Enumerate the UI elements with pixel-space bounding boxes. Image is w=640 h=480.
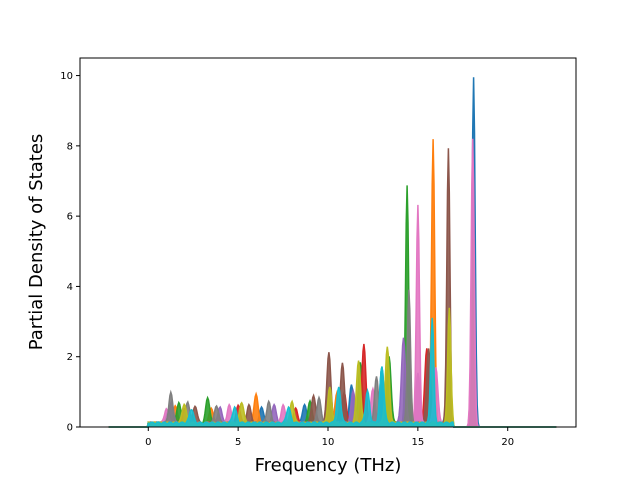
y-axis-ticks: 0 2 4 6 8 10 <box>60 71 80 434</box>
y-tick-label: 6 <box>67 212 73 223</box>
x-axis-label: Frequency (THz) <box>255 455 402 476</box>
x-tick-label: 10 <box>322 437 335 448</box>
y-tick-label: 0 <box>67 423 73 434</box>
x-tick-label: 5 <box>235 437 241 448</box>
y-tick-label: 10 <box>60 71 73 82</box>
x-tick-label: 20 <box>501 437 514 448</box>
y-tick-label: 8 <box>67 141 73 152</box>
y-axis-label: Partial Density of States <box>26 134 47 351</box>
x-axis-ticks: 0 5 10 15 20 <box>145 427 514 448</box>
x-tick-label: 15 <box>411 437 424 448</box>
x-tick-label: 0 <box>145 437 151 448</box>
y-tick-label: 2 <box>67 352 73 363</box>
y-tick-label: 4 <box>67 282 73 293</box>
